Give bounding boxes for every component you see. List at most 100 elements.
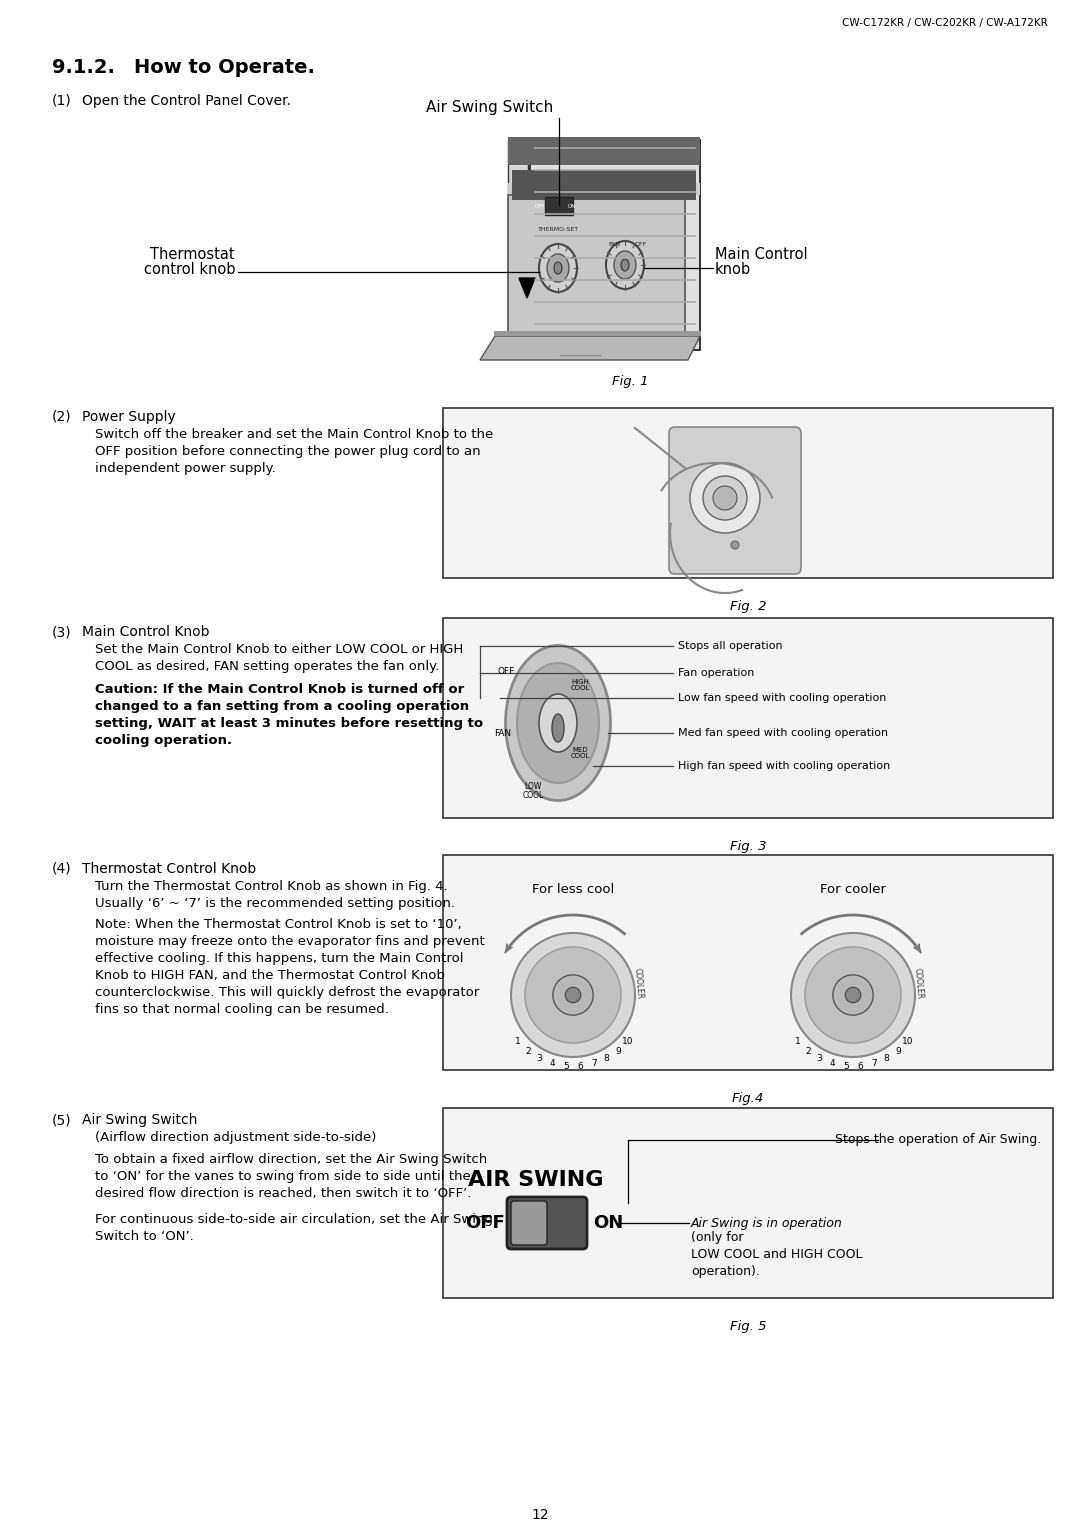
Text: HIGH
COOL: HIGH COOL (570, 678, 590, 691)
Text: (Airflow direction adjustment side-to-side): (Airflow direction adjustment side-to-si… (95, 1131, 376, 1144)
Text: COOLER: COOLER (913, 967, 924, 999)
Text: Thermostat: Thermostat (150, 248, 235, 261)
Text: Switch off the breaker and set the Main Control Knob to the: Switch off the breaker and set the Main … (95, 428, 494, 442)
Ellipse shape (539, 694, 577, 752)
FancyBboxPatch shape (511, 1201, 546, 1245)
Bar (443, 408, 1053, 578)
Bar (512, 170, 696, 200)
Text: Low fan speed with cooling operation: Low fan speed with cooling operation (678, 694, 887, 703)
Bar (443, 1108, 1053, 1297)
Text: fins so that normal cooling can be resumed.: fins so that normal cooling can be resum… (95, 1002, 389, 1016)
Text: Thermostat Control Knob: Thermostat Control Knob (82, 862, 256, 876)
Ellipse shape (505, 645, 610, 801)
Text: operation).: operation). (691, 1265, 760, 1279)
Text: 2: 2 (805, 1047, 811, 1056)
Text: 9.1.2.: 9.1.2. (52, 58, 114, 76)
Text: 9: 9 (895, 1047, 901, 1056)
Ellipse shape (565, 987, 581, 1002)
Text: knob: knob (715, 261, 751, 277)
Text: 10: 10 (903, 1038, 914, 1045)
Bar (530, 141, 700, 350)
Text: High fan speed with cooling operation: High fan speed with cooling operation (678, 761, 890, 772)
Text: moisture may freeze onto the evaporator fins and prevent: moisture may freeze onto the evaporator … (95, 935, 485, 947)
Circle shape (731, 541, 739, 549)
Text: Air Swing is in operation: Air Swing is in operation (691, 1216, 847, 1230)
Circle shape (713, 486, 737, 510)
Text: (4): (4) (52, 862, 71, 876)
Text: cooling operation.: cooling operation. (95, 733, 232, 747)
Text: Power Supply: Power Supply (82, 410, 176, 423)
Ellipse shape (621, 260, 629, 270)
Text: 1: 1 (795, 1038, 800, 1045)
Text: effective cooling. If this happens, turn the Main Control: effective cooling. If this happens, turn… (95, 952, 463, 966)
Text: How to Operate.: How to Operate. (134, 58, 315, 76)
Ellipse shape (791, 934, 915, 1057)
Text: CW-C172KR / CW-C202KR / CW-A172KR: CW-C172KR / CW-C202KR / CW-A172KR (842, 18, 1048, 28)
Ellipse shape (805, 947, 901, 1044)
Ellipse shape (539, 244, 577, 292)
Text: Fig. 2: Fig. 2 (730, 601, 766, 613)
Text: 4: 4 (829, 1059, 835, 1068)
Text: Fig. 5: Fig. 5 (730, 1320, 766, 1332)
Text: Air Swing Switch: Air Swing Switch (82, 1112, 198, 1128)
Text: independent power supply.: independent power supply. (95, 461, 275, 475)
Text: To obtain a fixed airflow direction, set the Air Swing Switch: To obtain a fixed airflow direction, set… (95, 1154, 487, 1166)
Text: 7: 7 (591, 1059, 596, 1068)
Text: Main Control: Main Control (715, 248, 808, 261)
Polygon shape (519, 278, 535, 298)
Text: (3): (3) (52, 625, 71, 639)
Text: setting, WAIT at least 3 minutes before resetting to: setting, WAIT at least 3 minutes before … (95, 717, 483, 730)
Text: Med fan speed with cooling operation: Med fan speed with cooling operation (678, 727, 888, 738)
Text: OFF position before connecting the power plug cord to an: OFF position before connecting the power… (95, 445, 481, 458)
Text: Main Control Knob: Main Control Knob (82, 625, 210, 639)
Text: desired flow direction is reached, then switch it to ‘OFF’.: desired flow direction is reached, then … (95, 1187, 471, 1199)
Text: OFF: OFF (465, 1215, 504, 1232)
Text: 3: 3 (537, 1054, 542, 1063)
Text: Knob to HIGH FAN, and the Thermostat Control Knob: Knob to HIGH FAN, and the Thermostat Con… (95, 969, 445, 983)
Text: 6: 6 (858, 1062, 863, 1071)
Ellipse shape (553, 975, 593, 1015)
Ellipse shape (554, 261, 562, 274)
Bar (508, 138, 700, 165)
Text: For cooler: For cooler (820, 883, 886, 895)
Text: Fig. 1: Fig. 1 (611, 374, 648, 388)
Text: ON: ON (568, 205, 577, 209)
Text: OFF: OFF (635, 243, 647, 248)
Text: For less cool: For less cool (531, 883, 615, 895)
Text: 9: 9 (616, 1047, 621, 1056)
Text: 4: 4 (550, 1059, 555, 1068)
Text: Fig. 3: Fig. 3 (730, 840, 766, 853)
Text: For continuous side-to-side air circulation, set the Air Swing: For continuous side-to-side air circulat… (95, 1213, 492, 1225)
Text: THERMO-SET: THERMO-SET (539, 228, 580, 232)
Ellipse shape (833, 975, 873, 1015)
Text: Fig.4: Fig.4 (732, 1093, 765, 1105)
Text: MED
COOL: MED COOL (570, 747, 590, 759)
Text: Note: When the Thermostat Control Knob is set to ‘10’,: Note: When the Thermostat Control Knob i… (95, 918, 462, 931)
Text: Air Swing Switch: Air Swing Switch (427, 99, 554, 115)
Ellipse shape (552, 714, 564, 743)
Text: changed to a fan setting from a cooling operation: changed to a fan setting from a cooling … (95, 700, 469, 714)
Ellipse shape (546, 254, 569, 283)
Text: Fan operation: Fan operation (678, 668, 754, 678)
Text: 5: 5 (563, 1062, 569, 1071)
Text: (1): (1) (52, 95, 71, 108)
Text: (2): (2) (52, 410, 71, 423)
Text: Turn the Thermostat Control Knob as shown in Fig. 4.: Turn the Thermostat Control Knob as show… (95, 880, 448, 892)
Text: 12: 12 (531, 1508, 549, 1522)
Circle shape (690, 463, 760, 533)
Bar (443, 856, 1053, 1070)
FancyBboxPatch shape (545, 197, 573, 215)
Text: LOW COOL and HIGH COOL: LOW COOL and HIGH COOL (691, 1248, 863, 1262)
Text: COOL as desired, FAN setting operates the fan only.: COOL as desired, FAN setting operates th… (95, 660, 440, 672)
Text: FAN: FAN (495, 729, 512, 738)
Text: Set the Main Control Knob to either LOW COOL or HIGH: Set the Main Control Knob to either LOW … (95, 643, 463, 656)
Text: 1: 1 (515, 1038, 521, 1045)
Text: FAN: FAN (608, 243, 620, 248)
Text: counterclockwise. This will quickly defrost the evaporator: counterclockwise. This will quickly defr… (95, 986, 480, 999)
Bar (443, 617, 1053, 817)
Ellipse shape (846, 987, 861, 1002)
Ellipse shape (517, 663, 599, 782)
Text: control knob: control knob (144, 261, 235, 277)
Text: Caution: If the Main Control Knob is turned off or: Caution: If the Main Control Knob is tur… (95, 683, 464, 695)
Circle shape (703, 477, 747, 520)
